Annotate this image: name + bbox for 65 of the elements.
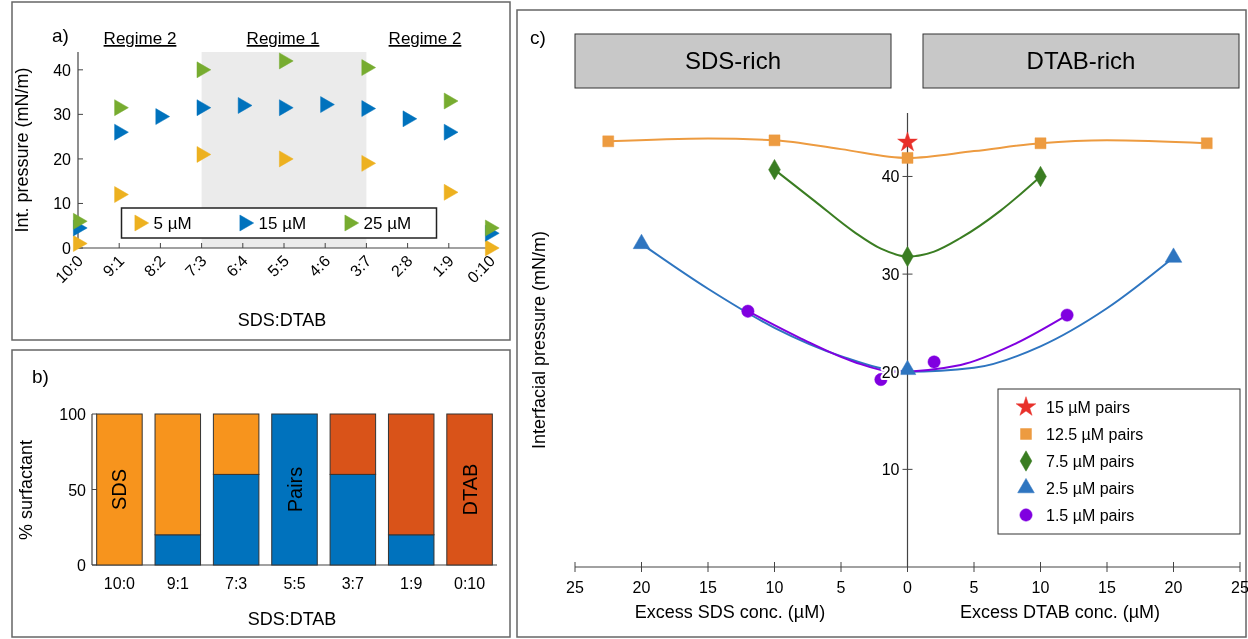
y-tick-label: 0 [77, 557, 87, 574]
x-tick-label: 3:7 [341, 575, 365, 592]
text: a) [52, 25, 69, 46]
x-tick-label: 10 [765, 579, 784, 596]
x-tick-label: 5 [969, 579, 979, 596]
x-tick-label: 0:10 [454, 575, 486, 592]
series-label: DTAB [458, 463, 481, 516]
legend-label: 1.5 µM pairs [1046, 507, 1135, 524]
text: Regime 2 [388, 29, 462, 48]
legend-label: 12.5 µM pairs [1046, 426, 1144, 443]
series-label: Pairs [283, 466, 306, 513]
x-tick-label: 10:0 [103, 575, 136, 592]
y-tick-label: 20 [53, 150, 72, 168]
x-tick-label: 7:3 [181, 252, 210, 280]
x-tick-label: 9:1 [166, 575, 189, 592]
x-axis-title: SDS:DTAB [237, 310, 327, 330]
y-tick-label: 0 [62, 240, 72, 257]
y-axis-title: % surfactant [16, 439, 36, 541]
y-axis-title: Interfacial pressure (mN/m) [529, 230, 549, 450]
x-tick-label: 9:1 [99, 252, 128, 280]
x-tick-label: 3:7 [346, 252, 375, 280]
legend-label: 5 µM [153, 214, 192, 233]
text: Regime 2 [103, 29, 177, 48]
legend-label: 15 µM [258, 214, 307, 233]
text: Regime 1 [246, 29, 320, 48]
series-label: SDS [108, 468, 131, 511]
legend-label: 2.5 µM pairs [1046, 480, 1135, 497]
x-tick-label: 7:3 [225, 575, 248, 592]
x-tick-label: 25 [566, 579, 584, 596]
x-tick-label: 25 [1231, 579, 1248, 596]
y-tick-label: 10 [881, 461, 900, 479]
label-box: DTAB-rich [922, 33, 1240, 89]
y-tick-label: 30 [881, 266, 900, 284]
legend-label: 15 µM pairs [1046, 399, 1130, 416]
x-tick-label: 15 [699, 579, 717, 596]
text: Excess DTAB conc. (µM) [959, 602, 1161, 622]
legend-label: 7.5 µM pairs [1046, 453, 1135, 470]
x-axis-title: SDS:DTAB [247, 609, 337, 629]
y-axis-title: Int. pressure (mN/m) [12, 67, 32, 233]
x-tick-label: 1:9 [400, 575, 423, 592]
x-tick-label: 20 [632, 579, 651, 596]
text: c) [530, 27, 546, 48]
y-tick-label: 40 [53, 61, 72, 79]
y-tick-label: 50 [68, 481, 87, 499]
x-tick-label: 5:5 [264, 252, 293, 280]
x-tick-label: 5 [836, 579, 846, 596]
x-tick-label: 4:6 [305, 252, 334, 280]
x-tick-label: 6:4 [223, 252, 251, 280]
x-tick-label: 5:5 [283, 575, 306, 592]
x-tick-label: 20 [1164, 579, 1183, 596]
x-tick-label: 2:8 [387, 252, 416, 280]
x-tick-label: 1:9 [429, 252, 457, 280]
x-tick-label: 0:10 [464, 252, 499, 287]
text: b) [32, 366, 49, 387]
x-tick-label: 0 [903, 579, 913, 596]
y-tick-label: 30 [53, 106, 72, 124]
y-tick-label: 10 [53, 195, 72, 213]
x-tick-label: 8:2 [140, 252, 169, 280]
x-axis-title: Excess SDS conc. (µM) [634, 602, 826, 622]
x-tick-label: 15 [1098, 579, 1116, 596]
y-tick-label: 40 [881, 168, 900, 186]
y-tick-label: 100 [59, 406, 87, 423]
label-box: SDS-rich [574, 33, 892, 89]
x-tick-label: 10 [1031, 579, 1050, 596]
legend-label: 25 µM [363, 214, 412, 233]
